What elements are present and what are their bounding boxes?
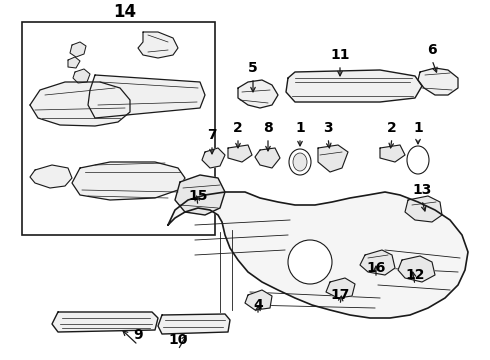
Text: 15: 15 — [188, 189, 208, 203]
Text: 14: 14 — [114, 3, 137, 21]
Text: 16: 16 — [367, 261, 386, 275]
Polygon shape — [88, 75, 205, 118]
Polygon shape — [30, 82, 130, 126]
Text: 7: 7 — [207, 128, 217, 142]
Text: 2: 2 — [233, 121, 243, 135]
Polygon shape — [286, 70, 422, 102]
Text: 3: 3 — [323, 121, 333, 135]
Text: 2: 2 — [387, 121, 397, 135]
Polygon shape — [380, 145, 405, 162]
Polygon shape — [398, 256, 435, 282]
Polygon shape — [175, 175, 225, 215]
Polygon shape — [228, 145, 252, 162]
Text: 1: 1 — [295, 121, 305, 135]
Polygon shape — [68, 57, 80, 68]
Polygon shape — [418, 68, 458, 95]
Polygon shape — [318, 145, 348, 172]
Text: 6: 6 — [427, 43, 437, 57]
Text: 12: 12 — [405, 268, 425, 282]
Text: 13: 13 — [412, 183, 432, 197]
Text: 8: 8 — [263, 121, 273, 135]
Polygon shape — [238, 80, 278, 108]
Polygon shape — [72, 162, 185, 200]
Polygon shape — [255, 148, 280, 168]
Ellipse shape — [407, 146, 429, 174]
Polygon shape — [360, 250, 395, 275]
Polygon shape — [326, 278, 355, 298]
Text: 4: 4 — [253, 298, 263, 312]
Circle shape — [288, 240, 332, 284]
Polygon shape — [70, 42, 86, 57]
Polygon shape — [52, 312, 158, 332]
Polygon shape — [405, 196, 442, 222]
Polygon shape — [73, 69, 90, 83]
Polygon shape — [245, 290, 272, 310]
Ellipse shape — [293, 153, 307, 171]
Polygon shape — [30, 165, 72, 188]
Text: 10: 10 — [168, 333, 188, 347]
Text: 9: 9 — [133, 328, 143, 342]
Bar — [22, 22, 215, 235]
Text: 5: 5 — [248, 61, 258, 75]
Ellipse shape — [289, 149, 311, 175]
Polygon shape — [168, 192, 468, 318]
Polygon shape — [202, 148, 225, 168]
Text: 1: 1 — [413, 121, 423, 135]
Polygon shape — [138, 32, 178, 58]
Polygon shape — [158, 314, 230, 334]
Text: 11: 11 — [330, 48, 350, 62]
Text: 17: 17 — [330, 288, 350, 302]
